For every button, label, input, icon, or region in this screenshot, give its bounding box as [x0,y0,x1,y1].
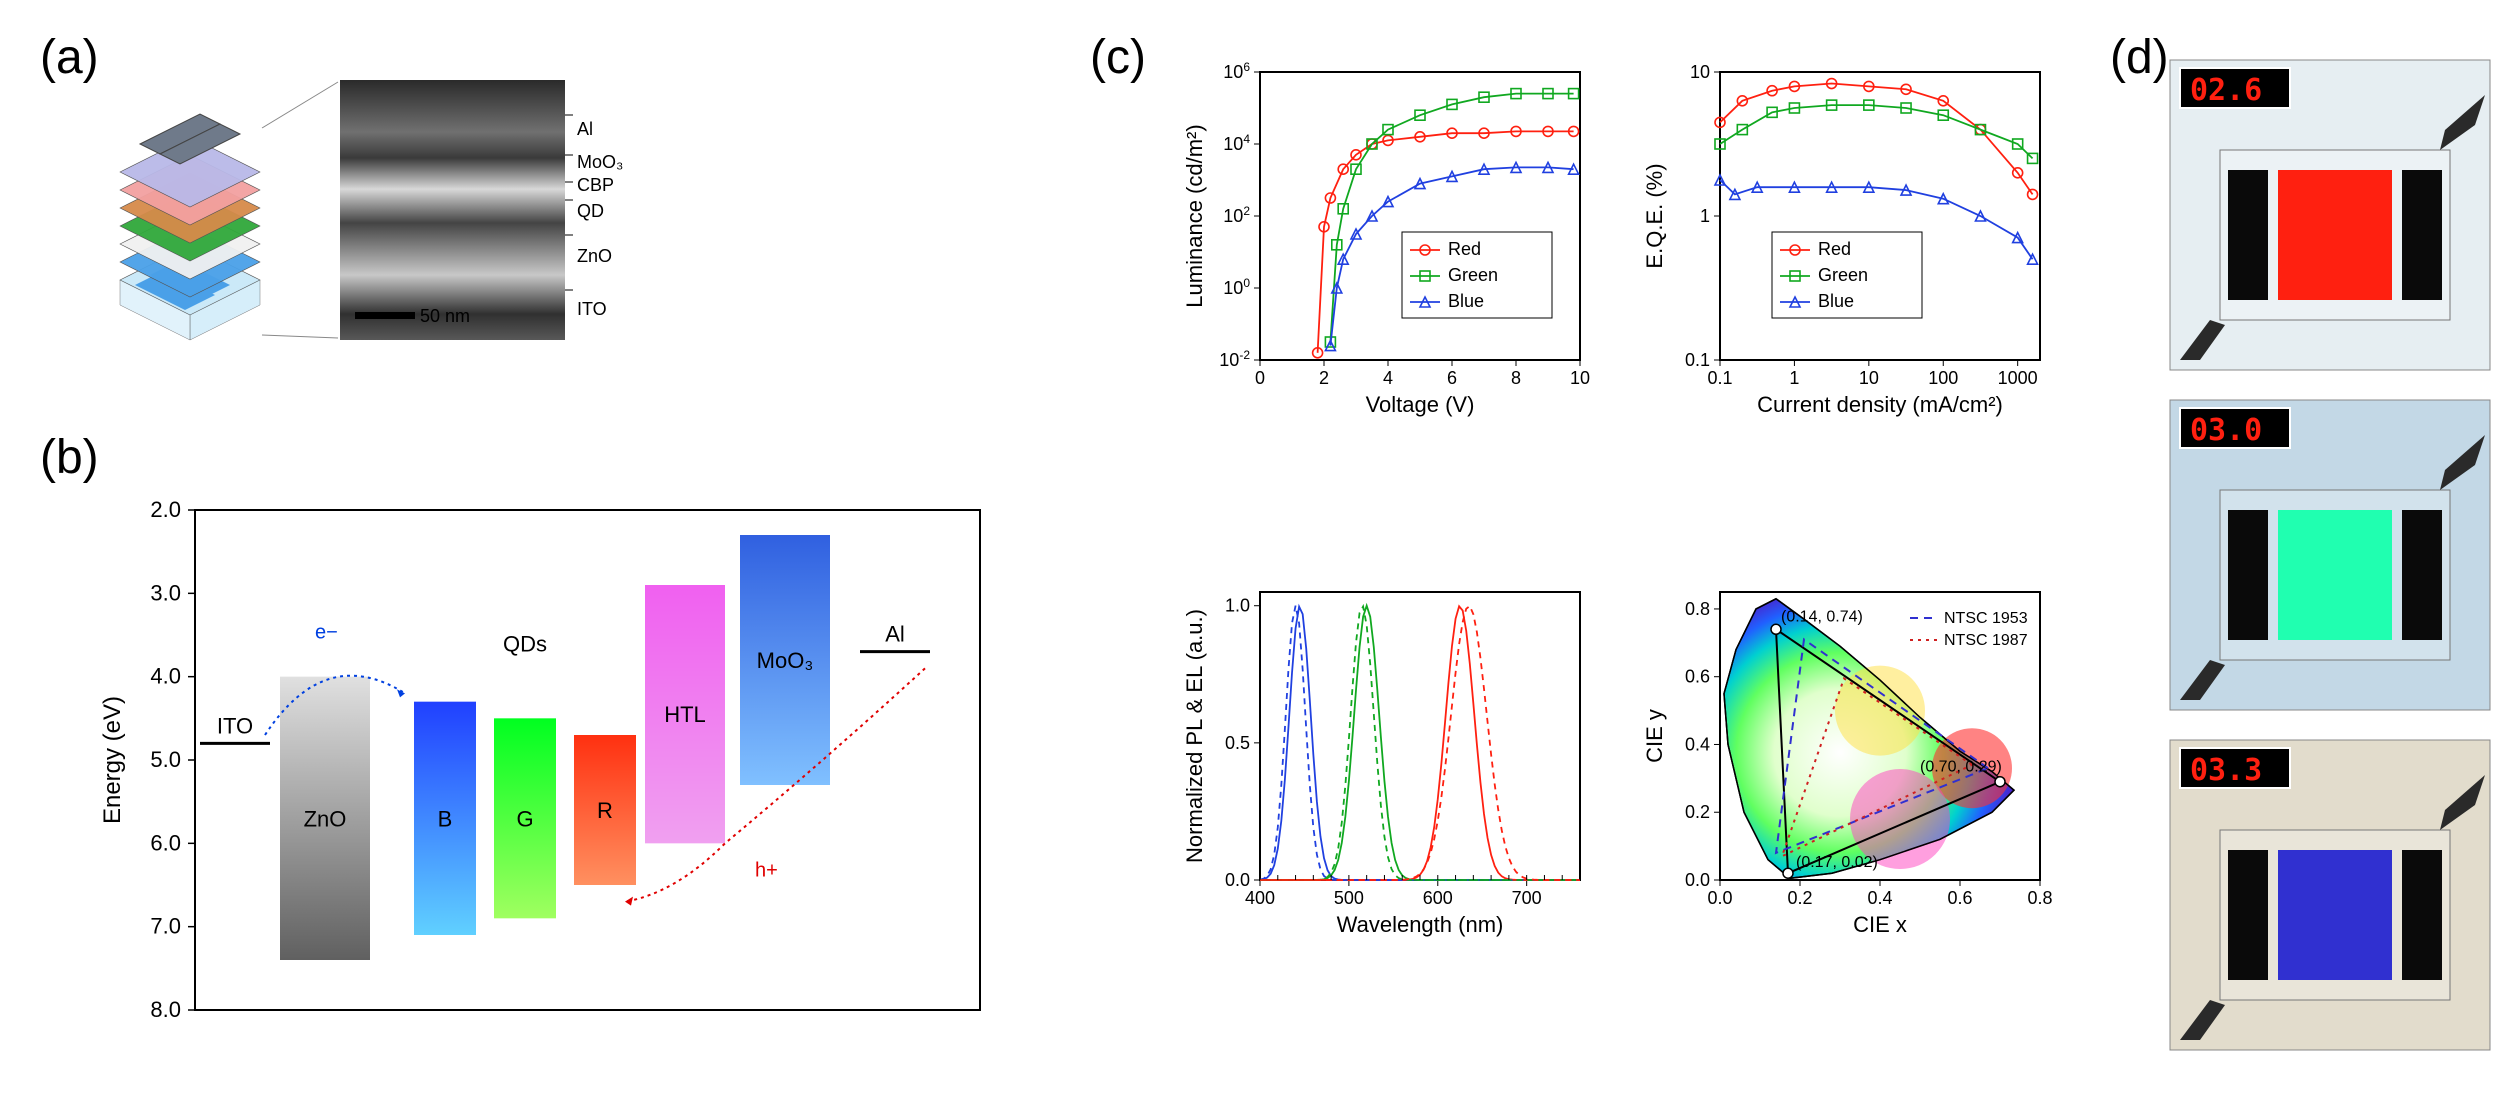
svg-text:8: 8 [1511,368,1521,388]
emission-area [2278,850,2392,980]
svg-text:4.0: 4.0 [150,664,181,689]
svg-text:0.8: 0.8 [1685,599,1710,619]
svg-text:0.5: 0.5 [1225,733,1250,753]
legend-label: Green [1448,265,1498,285]
y-axis-title: Normalized PL & EL (a.u.) [1182,609,1207,863]
svg-text:0.6: 0.6 [1947,888,1972,908]
panel-b-svg: 2.0 3.0 4.0 5.0 6.0 7.0 8.0 Energy (eV) ITO ZnO B G… [100,490,1020,1080]
chart-cie: 0.0 0.2 0.4 0.6 0.8 0.0 0.2 0.4 0.6 0.8 CIE x CIE y… [1640,580,2060,970]
svg-text:8.0: 8.0 [150,997,181,1022]
svg-text:0.1: 0.1 [1685,350,1710,370]
panel-d-svg: 02.6 03.0 03.3 [2170,60,2500,1070]
svg-text:0.2: 0.2 [1787,888,1812,908]
svg-text:G: G [516,806,533,831]
svg-text:(0.17, 0.02): (0.17, 0.02) [1796,854,1878,871]
legend-label: Blue [1448,291,1484,311]
panel-label-c: (c) [1090,30,1146,85]
svg-text:10: 10 [1570,368,1590,388]
svg-text:700: 700 [1512,888,1542,908]
panel-label-a: (a) [40,30,99,85]
svg-text:HTL: HTL [664,702,706,727]
chart-eqe: 0.1 1 10 100 1000 0.1 1 10 Current density (mA/c… [1640,60,2060,450]
svg-text:10: 10 [1690,62,1710,82]
panel-label-b: (b) [40,430,99,485]
svg-text:ITO: ITO [217,713,253,738]
y-axis-title: Luminance (cd/m²) [1182,124,1207,307]
panel-a-svg: AlMoO₃CBPQDZnOITO50 nm [100,70,580,390]
svg-text:7.0: 7.0 [150,914,181,939]
legend-label: Green [1818,265,1868,285]
chart-spectra: 400 500 600 700 0.0 0.5 1.0 Wavelength (nm) Norm… [1180,580,1600,970]
svg-text:1: 1 [1700,206,1710,226]
svg-text:500: 500 [1334,888,1364,908]
svg-text:h+: h+ [755,860,778,882]
svg-text:(0.70, 0.29): (0.70, 0.29) [1920,759,2002,776]
sem-layer-label: ZnO [577,246,612,266]
x-axis-title: Voltage (V) [1366,392,1475,417]
svg-text:B: B [438,806,453,831]
scale-bar-label: 50 nm [420,306,470,326]
svg-text:CIE y: CIE y [1642,709,1667,763]
svg-text:0.6: 0.6 [1685,667,1710,687]
svg-text:0.8: 0.8 [2027,888,2052,908]
panel-label-d: (d) [2110,30,2169,85]
svg-text:100: 100 [1223,276,1250,298]
svg-text:400: 400 [1245,888,1275,908]
sem-layer-label: ITO [577,299,607,319]
emission-area [2278,170,2392,300]
svg-text:106: 106 [1223,60,1250,82]
sem-layer-label: Al [577,119,593,139]
figure-root: (a) (b) (c) (d) AlMoO₃CBPQDZnOITO50 nm 2… [0,0,2520,1102]
svg-text:0.1: 0.1 [1707,368,1732,388]
svg-text:6.0: 6.0 [150,830,181,855]
y-axis-title: E.Q.E. (%) [1642,163,1667,268]
svg-text:CIE x: CIE x [1853,912,1907,937]
svg-text:Al: Al [885,622,905,647]
svg-text:0: 0 [1255,368,1265,388]
sem-layer-label: CBP [577,175,614,195]
svg-text:0.2: 0.2 [1685,802,1710,822]
svg-text:104: 104 [1223,132,1250,154]
voltage-display: 03.0 [2190,413,2262,448]
svg-text:10: 10 [1859,368,1879,388]
svg-text:1: 1 [1789,368,1799,388]
legend-label: Red [1448,239,1481,259]
svg-text:1000: 1000 [1998,368,2038,388]
svg-text:0.0: 0.0 [1225,870,1250,890]
voltage-display: 02.6 [2190,73,2262,108]
svg-text:0.0: 0.0 [1685,870,1710,890]
energy-axis-title: Energy (eV) [99,696,126,824]
svg-text:0.4: 0.4 [1867,888,1892,908]
x-axis-title: Current density (mA/cm²) [1757,392,2003,417]
svg-text:6: 6 [1447,368,1457,388]
svg-text:600: 600 [1423,888,1453,908]
svg-text:QDs: QDs [503,632,547,657]
svg-text:10-2: 10-2 [1219,348,1250,370]
legend-label: NTSC 1987 [1944,632,2028,649]
svg-text:2: 2 [1319,368,1329,388]
svg-text:ZnO: ZnO [304,806,347,831]
legend-label: NTSC 1953 [1944,610,2028,627]
sem-layer-label: MoO₃ [577,152,623,172]
svg-text:e−: e− [315,621,338,643]
svg-text:102: 102 [1223,204,1250,226]
svg-text:R: R [597,798,613,823]
svg-text:MoO₃: MoO₃ [757,648,814,673]
svg-text:2.0: 2.0 [150,497,181,522]
svg-text:3.0: 3.0 [150,580,181,605]
emission-area [2278,510,2392,640]
svg-text:(0.14, 0.74): (0.14, 0.74) [1781,608,1863,625]
sem-layer-label: QD [577,201,604,221]
svg-text:100: 100 [1928,368,1958,388]
legend-label: Red [1818,239,1851,259]
svg-text:4: 4 [1383,368,1393,388]
x-axis-title: Wavelength (nm) [1337,912,1504,937]
voltage-display: 03.3 [2190,753,2262,788]
svg-text:0.0: 0.0 [1707,888,1732,908]
legend-label: Blue [1818,291,1854,311]
svg-text:1.0: 1.0 [1225,596,1250,616]
svg-text:5.0: 5.0 [150,747,181,772]
svg-text:0.4: 0.4 [1685,734,1710,754]
chart-luminance: 0 2 4 6 8 10 10-2 100 102 104 106 Voltage (V) Lumina… [1180,60,1600,450]
